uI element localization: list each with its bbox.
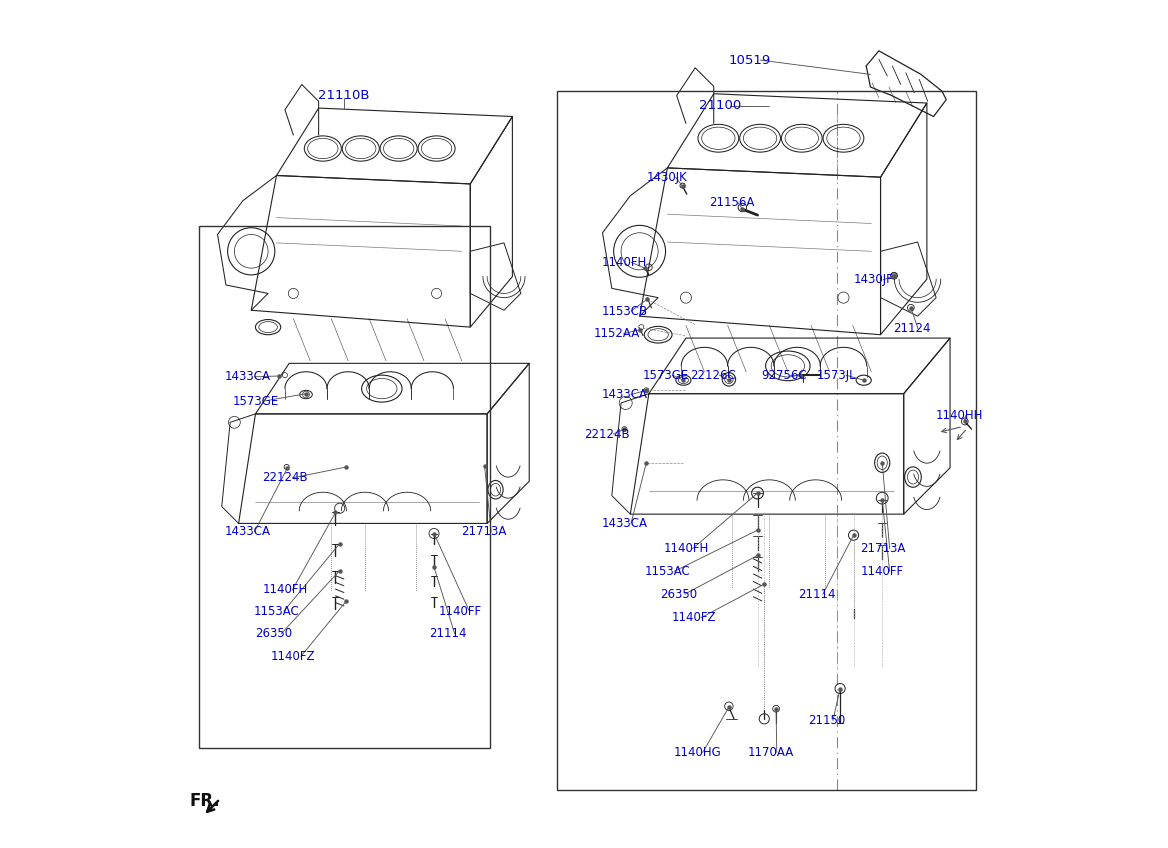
Text: 1140FH: 1140FH — [262, 583, 307, 596]
Bar — [199, 226, 489, 748]
Text: 22124B: 22124B — [584, 427, 630, 441]
Text: 1140HH: 1140HH — [936, 409, 983, 422]
Text: 1152AA: 1152AA — [595, 327, 640, 340]
Text: 21713A: 21713A — [461, 525, 507, 538]
Text: 1573GE: 1573GE — [642, 369, 689, 382]
Text: 1430JF: 1430JF — [854, 273, 894, 287]
Text: 21114: 21114 — [798, 588, 835, 600]
Text: 1140FZ: 1140FZ — [672, 611, 716, 624]
Text: 21114: 21114 — [429, 628, 466, 640]
Text: 21150: 21150 — [808, 714, 846, 727]
Text: 1153CB: 1153CB — [602, 304, 648, 318]
Text: 1433CA: 1433CA — [602, 388, 648, 401]
Text: 21100: 21100 — [698, 99, 741, 112]
Text: 21156A: 21156A — [709, 196, 755, 209]
Text: 1433CA: 1433CA — [224, 371, 270, 383]
Text: 21124: 21124 — [894, 322, 931, 335]
Text: 22126C: 22126C — [690, 369, 736, 382]
Text: 10519: 10519 — [729, 53, 771, 66]
Text: 26350: 26350 — [256, 628, 292, 640]
Text: 1140FH: 1140FH — [602, 256, 647, 269]
Text: 1140FZ: 1140FZ — [271, 650, 315, 663]
Text: 1140FH: 1140FH — [663, 542, 709, 555]
Text: 92756C: 92756C — [760, 369, 807, 382]
Text: 1140FF: 1140FF — [861, 565, 903, 578]
Text: 1573GE: 1573GE — [232, 395, 279, 408]
Text: FR.: FR. — [189, 792, 221, 811]
Text: 1140FF: 1140FF — [439, 605, 482, 617]
Text: 1433CA: 1433CA — [224, 525, 270, 538]
Text: 22124B: 22124B — [262, 471, 308, 484]
Bar — [557, 92, 975, 790]
Text: 21110B: 21110B — [318, 89, 369, 102]
Text: 1170AA: 1170AA — [748, 746, 794, 759]
Text: 1430JK: 1430JK — [646, 170, 687, 184]
Text: 1140HG: 1140HG — [673, 746, 721, 759]
Text: 1153AC: 1153AC — [645, 565, 690, 578]
Text: 1153AC: 1153AC — [253, 605, 299, 617]
Text: 1573JL: 1573JL — [816, 369, 856, 382]
Text: 21713A: 21713A — [861, 542, 905, 555]
Text: 1433CA: 1433CA — [602, 517, 648, 530]
Circle shape — [891, 272, 897, 279]
Text: 26350: 26350 — [660, 588, 697, 600]
